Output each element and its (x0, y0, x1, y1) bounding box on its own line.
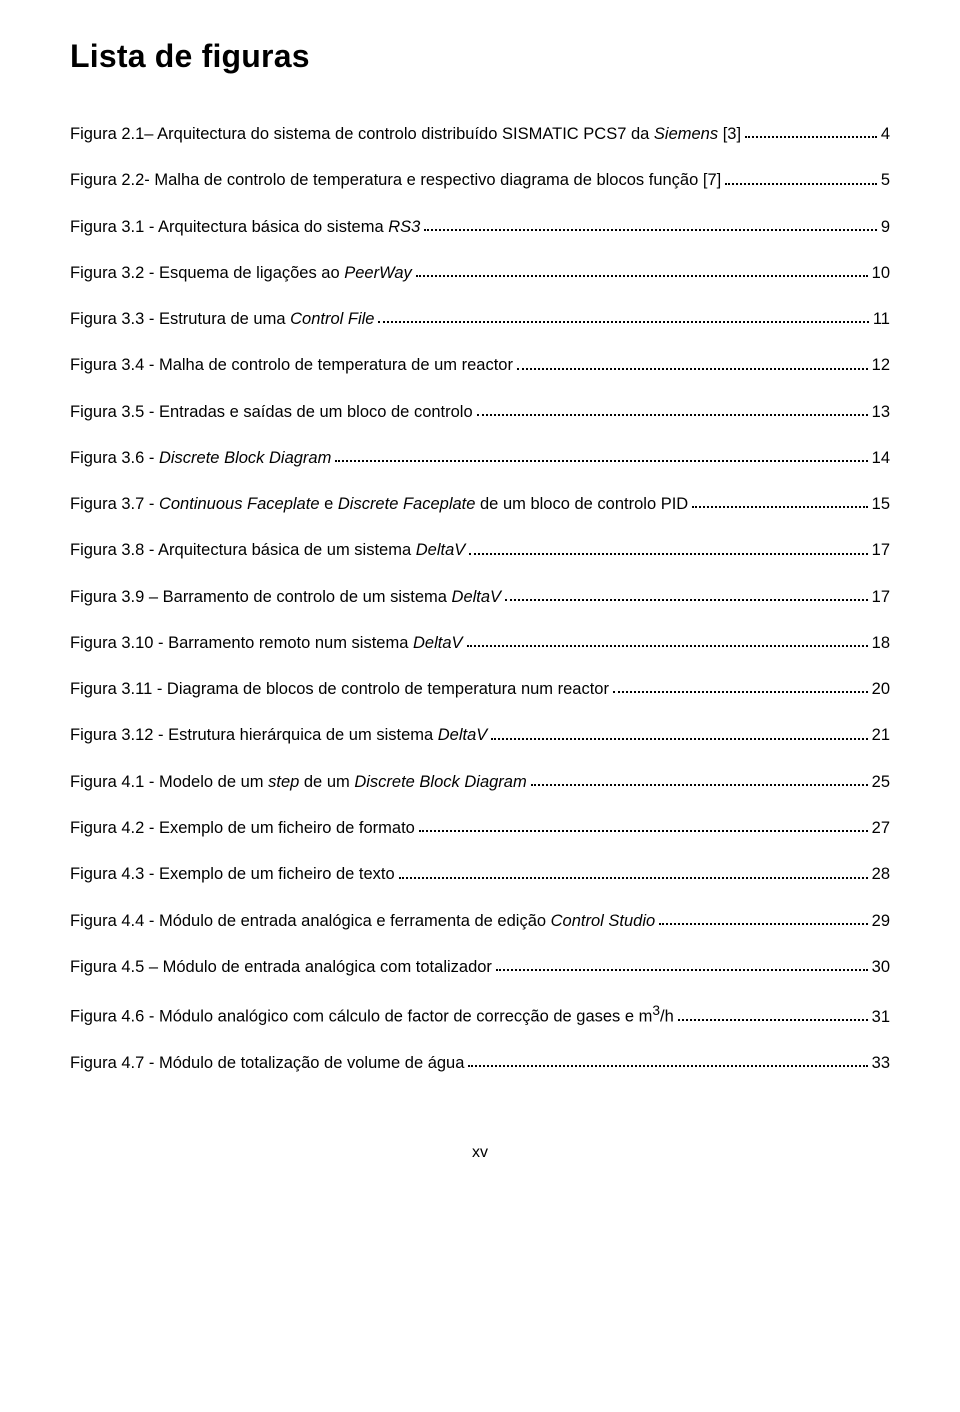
leader-dots (531, 773, 868, 786)
toc-entry-text: Figura 3.1 - Arquitectura básica do sist… (70, 216, 420, 238)
leader-dots (491, 727, 867, 740)
figures-list: Figura 2.1– Arquitectura do sistema de c… (70, 123, 890, 1074)
toc-entry: Figura 4.1 - Modelo de um step de um Dis… (70, 771, 890, 793)
toc-entry-text: Figura 3.10 - Barramento remoto num sist… (70, 632, 463, 654)
page-number-footer: xv (70, 1144, 890, 1162)
toc-entry-text: Figura 3.4 - Malha de controlo de temper… (70, 354, 513, 376)
toc-entry-page: 4 (881, 123, 890, 145)
leader-dots (424, 218, 876, 231)
toc-entry-text: Figura 4.4 - Módulo de entrada analógica… (70, 910, 655, 932)
toc-entry-text: Figura 3.3 - Estrutura de uma Control Fi… (70, 308, 374, 330)
toc-entry: Figura 4.2 - Exemplo de um ficheiro de f… (70, 817, 890, 839)
toc-entry-page: 31 (872, 1006, 890, 1028)
toc-entry-text: Figura 3.8 - Arquitectura básica de um s… (70, 539, 465, 561)
toc-entry: Figura 3.5 - Entradas e saídas de um blo… (70, 401, 890, 423)
leader-dots (477, 403, 868, 416)
toc-entry-text: Figura 3.7 - Continuous Faceplate e Disc… (70, 493, 688, 515)
toc-entry-page: 10 (872, 262, 890, 284)
toc-entry: Figura 3.12 - Estrutura hierárquica de u… (70, 724, 890, 746)
leader-dots (725, 171, 877, 184)
toc-entry-text: Figura 2.2- Malha de controlo de tempera… (70, 169, 721, 191)
toc-entry-page: 11 (873, 308, 890, 330)
toc-entry-page: 15 (872, 493, 890, 515)
toc-entry: Figura 3.4 - Malha de controlo de temper… (70, 354, 890, 376)
toc-entry-page: 30 (872, 956, 890, 978)
toc-entry-text: Figura 3.12 - Estrutura hierárquica de u… (70, 724, 487, 746)
toc-entry-text: Figura 4.7 - Módulo de totalização de vo… (70, 1052, 464, 1074)
toc-entry-text: Figura 4.5 – Módulo de entrada analógica… (70, 956, 492, 978)
leader-dots (399, 865, 868, 878)
toc-entry: Figura 4.3 - Exemplo de um ficheiro de t… (70, 863, 890, 885)
toc-entry-text: Figura 3.11 - Diagrama de blocos de cont… (70, 678, 609, 700)
leader-dots (416, 264, 868, 277)
leader-dots (378, 310, 868, 323)
leader-dots (419, 819, 868, 832)
toc-entry: Figura 3.1 - Arquitectura básica do sist… (70, 216, 890, 238)
toc-entry-text: Figura 3.2 - Esquema de ligações ao Peer… (70, 262, 412, 284)
toc-entry-page: 9 (881, 216, 890, 238)
toc-entry: Figura 3.9 – Barramento de controlo de u… (70, 586, 890, 608)
leader-dots (745, 125, 877, 138)
toc-entry-page: 17 (872, 586, 890, 608)
toc-entry: Figura 4.6 - Módulo analógico com cálcul… (70, 1002, 890, 1028)
toc-entry: Figura 2.1– Arquitectura do sistema de c… (70, 123, 890, 145)
leader-dots (517, 356, 868, 369)
toc-entry-page: 13 (872, 401, 890, 423)
toc-entry: Figura 3.10 - Barramento remoto num sist… (70, 632, 890, 654)
toc-entry-page: 12 (872, 354, 890, 376)
toc-entry-text: Figura 3.6 - Discrete Block Diagram (70, 447, 331, 469)
leader-dots (692, 495, 867, 508)
toc-entry-page: 20 (872, 678, 890, 700)
toc-entry: Figura 3.11 - Diagrama de blocos de cont… (70, 678, 890, 700)
toc-entry-page: 29 (872, 910, 890, 932)
leader-dots (678, 1008, 868, 1021)
toc-entry-text: Figura 3.9 – Barramento de controlo de u… (70, 586, 501, 608)
toc-entry-page: 21 (872, 724, 890, 746)
toc-entry-text: Figura 4.2 - Exemplo de um ficheiro de f… (70, 817, 415, 839)
toc-entry: Figura 4.5 – Módulo de entrada analógica… (70, 956, 890, 978)
toc-entry: Figura 3.2 - Esquema de ligações ao Peer… (70, 262, 890, 284)
toc-entry-text: Figura 3.5 - Entradas e saídas de um blo… (70, 401, 473, 423)
leader-dots (496, 958, 868, 971)
leader-dots (613, 680, 868, 693)
toc-entry-page: 33 (872, 1052, 890, 1074)
toc-entry-text: Figura 4.1 - Modelo de um step de um Dis… (70, 771, 527, 793)
page-title: Lista de figuras (70, 38, 890, 75)
toc-entry: Figura 2.2- Malha de controlo de tempera… (70, 169, 890, 191)
toc-entry: Figura 3.6 - Discrete Block Diagram 14 (70, 447, 890, 469)
toc-entry-page: 17 (872, 539, 890, 561)
leader-dots (335, 449, 867, 462)
toc-entry-page: 18 (872, 632, 890, 654)
toc-entry: Figura 4.7 - Módulo de totalização de vo… (70, 1052, 890, 1074)
toc-entry-text: Figura 2.1– Arquitectura do sistema de c… (70, 123, 741, 145)
toc-entry-text: Figura 4.6 - Módulo analógico com cálcul… (70, 1002, 674, 1028)
leader-dots (467, 634, 868, 647)
toc-entry: Figura 3.7 - Continuous Faceplate e Disc… (70, 493, 890, 515)
leader-dots (469, 541, 867, 554)
toc-entry-page: 28 (872, 863, 890, 885)
toc-entry-text: Figura 4.3 - Exemplo de um ficheiro de t… (70, 863, 395, 885)
leader-dots (505, 588, 868, 601)
leader-dots (468, 1054, 867, 1067)
toc-entry-page: 25 (872, 771, 890, 793)
toc-entry: Figura 3.8 - Arquitectura básica de um s… (70, 539, 890, 561)
toc-entry-page: 14 (872, 447, 890, 469)
toc-entry: Figura 4.4 - Módulo de entrada analógica… (70, 910, 890, 932)
toc-entry-page: 5 (881, 169, 890, 191)
toc-entry-page: 27 (872, 817, 890, 839)
toc-entry: Figura 3.3 - Estrutura de uma Control Fi… (70, 308, 890, 330)
leader-dots (659, 912, 867, 925)
